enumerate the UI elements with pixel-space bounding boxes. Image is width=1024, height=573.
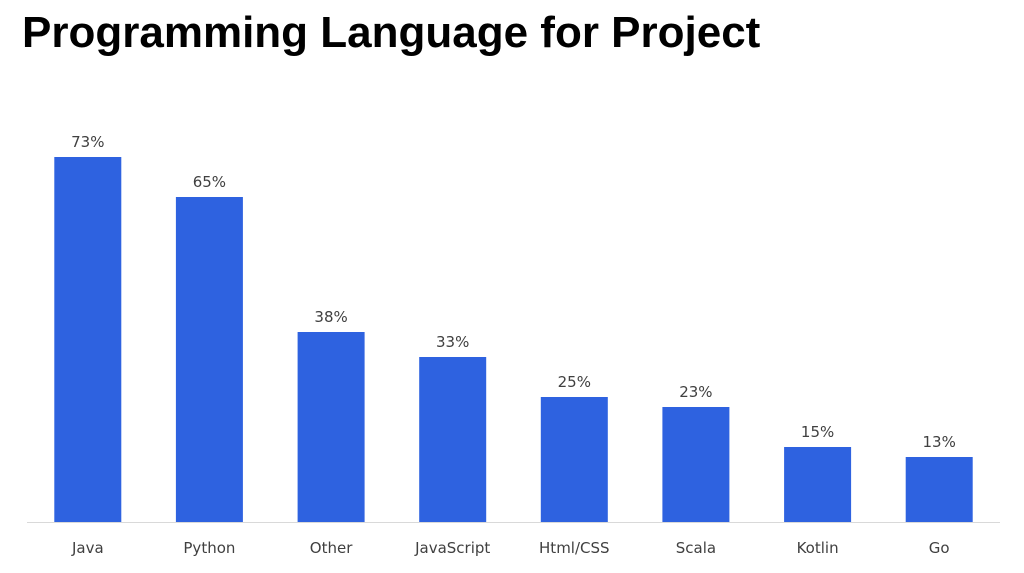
x-tick-label: Kotlin <box>797 539 839 557</box>
x-tick-label: Scala <box>676 539 716 557</box>
value-label: 15% <box>801 423 834 441</box>
bar-scala <box>662 407 730 522</box>
x-tick-label: Java <box>71 539 104 557</box>
value-label: 13% <box>923 433 956 451</box>
bar-java <box>54 157 122 522</box>
value-label: 73% <box>71 133 104 151</box>
value-labels-group: 73% 65% 38% 33% 25% 23% 15% 13% <box>71 133 956 451</box>
value-label: 25% <box>558 373 591 391</box>
x-tick-label: Other <box>310 539 353 557</box>
bar-python <box>175 197 243 522</box>
value-label: 38% <box>314 308 347 326</box>
bar-go <box>905 457 973 522</box>
x-tick-label: Python <box>183 539 235 557</box>
x-tick-label: Html/CSS <box>539 539 610 557</box>
chart-title: Programming Language for Project <box>22 8 761 57</box>
tick-labels-group: Java Python Other JavaScript Html/CSS Scala Ko… <box>71 539 950 557</box>
bar-html-css <box>540 397 608 522</box>
value-label: 33% <box>436 333 469 351</box>
value-label: 65% <box>193 173 226 191</box>
bar-other <box>297 332 365 522</box>
bar-kotlin <box>784 447 852 522</box>
value-label: 23% <box>679 383 712 401</box>
bars-group <box>54 157 973 522</box>
x-tick-label: JavaScript <box>414 539 490 557</box>
bar-javascript <box>419 357 487 522</box>
x-tick-label: Go <box>929 539 950 557</box>
